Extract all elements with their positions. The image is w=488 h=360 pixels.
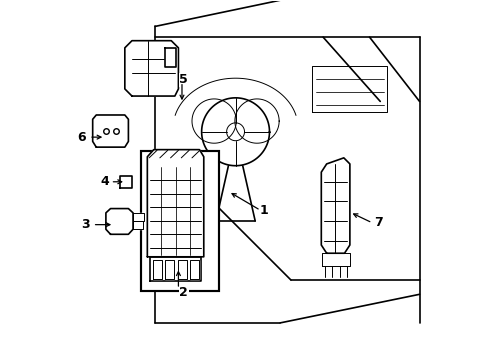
Polygon shape: [120, 176, 132, 188]
Polygon shape: [165, 260, 174, 279]
Polygon shape: [177, 260, 186, 279]
Text: 3: 3: [81, 218, 90, 231]
Text: 2: 2: [179, 286, 188, 299]
Text: 1: 1: [259, 204, 268, 217]
Polygon shape: [190, 260, 199, 279]
Polygon shape: [147, 150, 203, 257]
Text: 4: 4: [101, 175, 109, 188]
Polygon shape: [133, 213, 144, 221]
Polygon shape: [165, 48, 176, 67]
Polygon shape: [93, 115, 128, 147]
Text: 6: 6: [78, 131, 86, 144]
Text: 5: 5: [179, 73, 188, 86]
Polygon shape: [124, 41, 178, 96]
Polygon shape: [150, 257, 201, 281]
Polygon shape: [312, 66, 386, 112]
Polygon shape: [322, 253, 349, 266]
Polygon shape: [133, 221, 142, 229]
Polygon shape: [321, 158, 349, 253]
Bar: [141, 152, 219, 291]
Polygon shape: [106, 208, 133, 234]
Text: 7: 7: [373, 216, 382, 229]
Polygon shape: [152, 260, 162, 279]
